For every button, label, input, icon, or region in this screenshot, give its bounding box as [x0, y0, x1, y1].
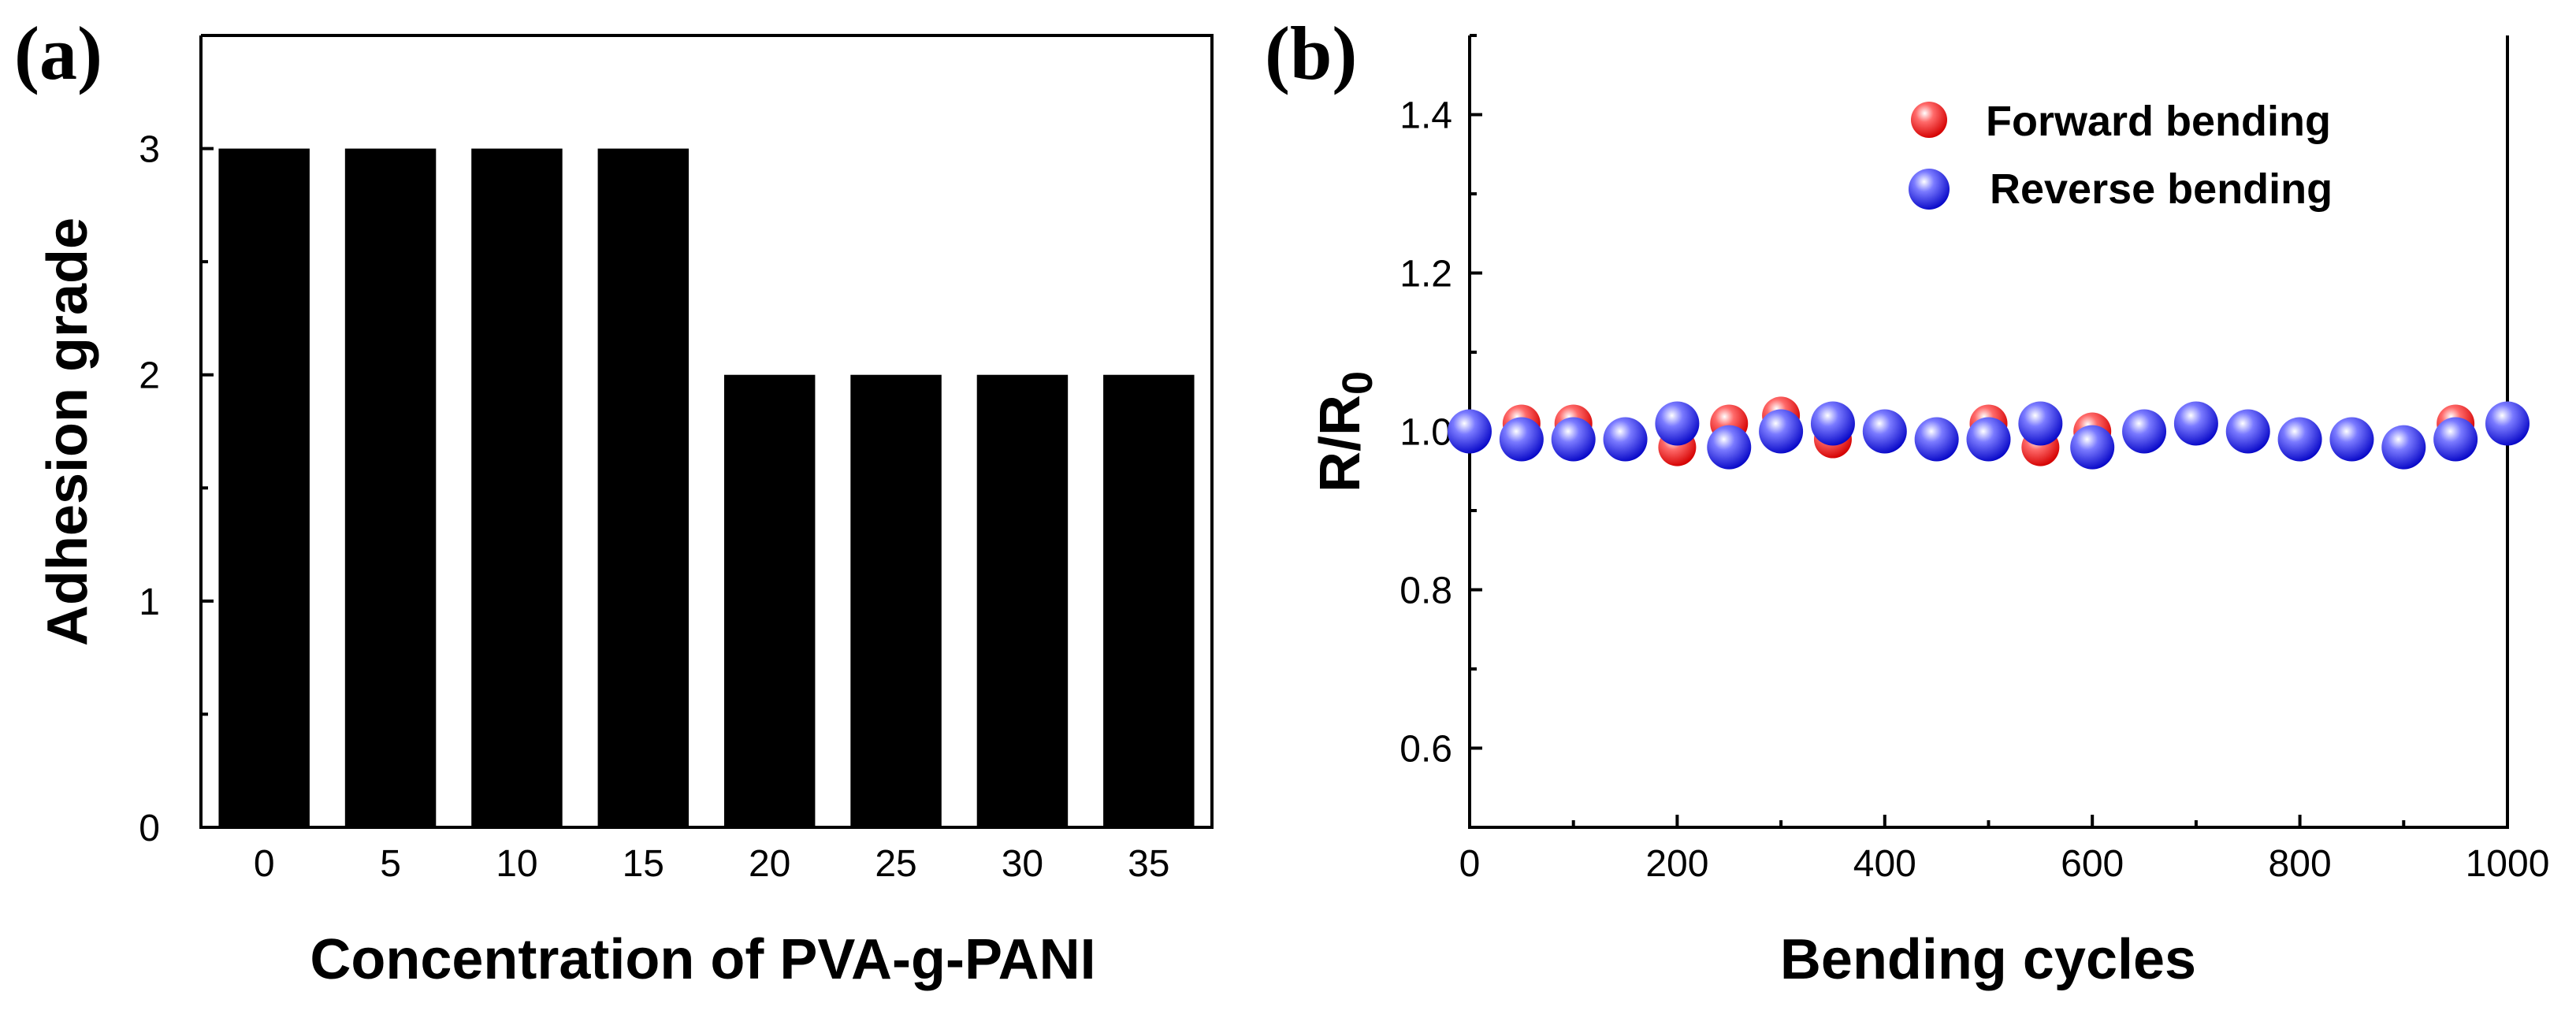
point-reverse-bending	[2433, 417, 2478, 462]
point-reverse-bending	[1499, 417, 1544, 462]
panel-b-label: (b)	[1265, 11, 1357, 95]
legend-marker-forward	[1911, 102, 1947, 138]
y-tick-label: 1	[139, 581, 160, 623]
bar-5	[344, 148, 437, 828]
x-tick-label: 0	[254, 843, 275, 885]
panel-b: (b) 0.6 0.8 1.0 1.2 1.4 0 200 400 600 800 1000 R/…	[1265, 11, 2549, 991]
point-reverse-bending	[2485, 401, 2530, 446]
point-reverse-bending	[2329, 417, 2374, 462]
y-axis-label-a: Adhesion grade	[36, 217, 99, 646]
point-reverse-bending	[2018, 401, 2063, 446]
x-tick-label: 25	[875, 843, 916, 885]
plot-a-frame	[199, 34, 1214, 829]
point-reverse-bending	[1448, 409, 1492, 454]
bar-0	[218, 148, 310, 828]
legend-label-forward: Forward bending	[1986, 98, 2331, 145]
x-tick-label: 800	[2269, 843, 2332, 885]
y-axis-label-b-sub: 0	[1334, 371, 1381, 395]
point-reverse-bending	[1810, 401, 1855, 446]
x-tick-label: 35	[1128, 843, 1169, 885]
panel-a: (a) 0 1 2 3 0 5 10 15 20 25 30 35 Adhesion grade C…	[14, 11, 1214, 991]
x-axis-a: 0 5 10 15 20 25 30 35	[254, 843, 1170, 885]
point-reverse-bending	[2225, 409, 2270, 454]
bar-20	[723, 374, 816, 827]
x-axis-b: 0 200 400 600 800 1000	[1459, 815, 2550, 885]
y-tick-label: 2	[139, 355, 160, 397]
x-tick-label: 15	[623, 843, 664, 885]
bar-group	[218, 148, 1195, 828]
y-tick-label: 0	[139, 808, 160, 849]
x-tick-label: 1000	[2466, 843, 2550, 885]
bar-30	[976, 374, 1069, 827]
point-reverse-bending	[1862, 409, 1907, 454]
panel-a-label: (a)	[14, 11, 102, 95]
x-tick-label: 30	[1002, 843, 1043, 885]
y-tick-label: 1.4	[1400, 95, 1452, 137]
y-tick-label: 0.6	[1400, 729, 1452, 771]
point-reverse-bending	[1914, 417, 1959, 462]
y-axis-a: 0 1 2 3	[139, 129, 214, 849]
legend-label-reverse: Reverse bending	[1990, 165, 2333, 213]
x-tick-label: 600	[2061, 843, 2124, 885]
x-tick-label: 0	[1459, 843, 1481, 885]
point-reverse-bending	[1759, 409, 1804, 454]
bar-15	[597, 148, 690, 828]
point-reverse-bending	[1707, 425, 1752, 470]
legend: Forward bending Reverse bending	[1909, 98, 2333, 213]
x-axis-label-a: Concentration of PVA-g-PANI	[310, 928, 1095, 991]
point-reverse-bending	[1655, 401, 1700, 446]
point-reverse-bending	[2381, 425, 2426, 470]
y-tick-label: 3	[139, 129, 160, 171]
point-reverse-bending	[2173, 401, 2218, 446]
y-axis-label-b: R/R0	[1309, 371, 1381, 492]
point-reverse-bending	[1603, 417, 1648, 462]
x-tick-label: 400	[1853, 843, 1916, 885]
y-axis-b: 0.6 0.8 1.0 1.2 1.4	[1400, 34, 1482, 829]
y-axis-label-b-main: R/R	[1309, 395, 1372, 492]
bar-35	[1103, 374, 1195, 827]
x-tick-label: 10	[496, 843, 537, 885]
y-tick-label: 0.8	[1400, 570, 1452, 612]
x-tick-label: 5	[380, 843, 401, 885]
x-axis-label-b: Bending cycles	[1780, 928, 2196, 991]
point-reverse-bending	[1551, 417, 1596, 462]
legend-marker-reverse	[1909, 169, 1950, 210]
y-tick-label: 1.2	[1400, 254, 1452, 295]
bar-25	[850, 374, 942, 827]
point-reverse-bending	[1966, 417, 2011, 462]
x-tick-label: 200	[1645, 843, 1708, 885]
y-tick-label: 1.0	[1400, 412, 1452, 454]
bar-10	[471, 148, 563, 828]
point-reverse-bending	[2070, 425, 2115, 470]
scatter-points	[1448, 396, 2530, 470]
point-reverse-bending	[2277, 417, 2322, 462]
point-reverse-bending	[2122, 409, 2167, 454]
x-tick-label: 20	[749, 843, 790, 885]
